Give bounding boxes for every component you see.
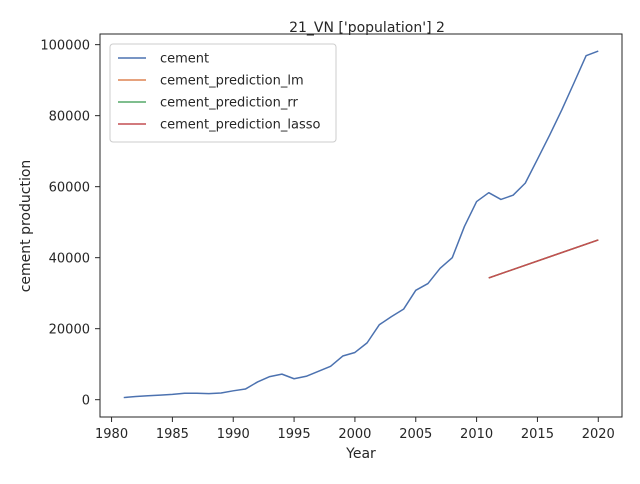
y-tick-label: 80000 [49, 110, 90, 125]
x-tick-label: 1995 [278, 427, 311, 442]
y-tick-label: 100000 [40, 39, 90, 54]
x-tick-label: 2010 [460, 427, 493, 442]
series-line-cement [123, 50, 599, 399]
series-layer [123, 50, 599, 399]
x-tick-label: 2000 [338, 427, 371, 442]
legend: cement cement_prediction_lm cement_predict… [109, 43, 337, 143]
y-axis-ticks: 0 20000 40000 60000 80000 100000 [40, 39, 100, 409]
series-line-cement-prediction-lasso [488, 239, 599, 279]
legend-box [109, 43, 337, 143]
x-tick-label: 2015 [521, 427, 554, 442]
chart-title: 21_VN ['population'] 2 [289, 20, 445, 36]
x-tick-label: 1990 [217, 427, 250, 442]
legend-label: cement [160, 52, 209, 67]
x-tick-label: 2005 [399, 427, 432, 442]
y-axis-label: cement production [18, 160, 34, 293]
y-tick-label: 0 [82, 394, 90, 409]
x-tick-label: 1985 [156, 427, 189, 442]
y-tick-label: 40000 [49, 252, 90, 267]
x-axis-label: Year [345, 446, 376, 462]
x-tick-label: 2020 [582, 427, 615, 442]
legend-label: cement_prediction_lasso [160, 118, 320, 133]
legend-label: cement_prediction_lm [160, 74, 304, 89]
legend-label: cement_prediction_rr [160, 96, 298, 111]
plot-area-frame [99, 33, 623, 418]
y-tick-label: 20000 [49, 323, 90, 338]
x-axis-ticks: 1980 1985 1990 1995 2000 2005 2010 2015 2020 [95, 417, 615, 442]
x-tick-label: 1980 [95, 427, 128, 442]
y-tick-label: 60000 [49, 181, 90, 196]
